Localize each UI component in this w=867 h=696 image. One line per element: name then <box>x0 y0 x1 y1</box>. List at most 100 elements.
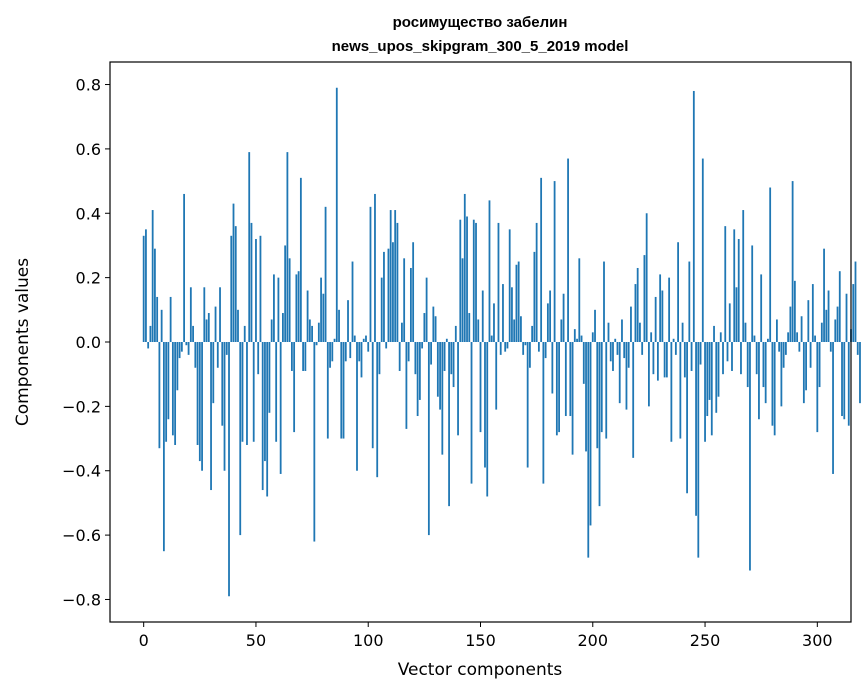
bar <box>632 342 635 458</box>
bar <box>252 342 255 442</box>
bar <box>809 342 812 368</box>
bar <box>641 342 644 355</box>
bar <box>392 242 394 342</box>
bar <box>299 177 302 342</box>
bar <box>421 342 424 349</box>
bar <box>787 332 790 342</box>
bar <box>477 319 480 342</box>
bar <box>151 210 154 342</box>
bar <box>302 342 305 371</box>
bar <box>221 342 224 426</box>
bar <box>820 322 823 342</box>
bar <box>596 342 599 449</box>
bar <box>246 342 248 445</box>
bar <box>448 342 450 507</box>
bar <box>802 342 805 404</box>
bar <box>744 322 747 342</box>
bar <box>165 342 168 442</box>
bar <box>614 338 617 342</box>
bar <box>257 342 260 375</box>
bar <box>594 309 596 342</box>
bar <box>542 342 545 484</box>
bar <box>322 293 325 342</box>
bar <box>692 90 695 342</box>
bar <box>663 342 666 378</box>
bar <box>695 342 697 516</box>
y-tick-label: −0.4 <box>62 462 101 481</box>
bar <box>825 309 828 342</box>
bar <box>504 342 507 352</box>
bar <box>237 309 239 342</box>
bar <box>201 342 203 471</box>
bar <box>407 342 410 362</box>
bar <box>338 309 340 342</box>
bar <box>369 206 372 342</box>
bar <box>308 319 311 342</box>
bar <box>481 290 484 342</box>
bar <box>358 342 361 362</box>
y-tick-label: 0.0 <box>76 333 101 352</box>
chart-title-line2: news_upos_skipgram_300_5_2019 model <box>332 38 629 55</box>
bar <box>288 258 291 342</box>
bar <box>461 258 464 342</box>
bar <box>854 261 857 342</box>
bar <box>398 342 401 371</box>
bar <box>497 222 500 342</box>
bar <box>524 342 527 346</box>
bar <box>472 219 475 342</box>
bar <box>376 342 379 478</box>
bar <box>746 342 749 388</box>
bar <box>816 342 819 433</box>
bar <box>571 342 574 455</box>
bar <box>762 342 765 388</box>
y-tick-label: −0.2 <box>62 397 101 416</box>
bar <box>171 342 174 436</box>
bar <box>544 342 547 359</box>
y-tick-label: 0.6 <box>76 140 101 159</box>
bar <box>677 242 679 342</box>
bar <box>722 342 724 375</box>
bar <box>282 313 284 342</box>
bar <box>829 342 832 352</box>
bar <box>214 306 217 342</box>
bar <box>600 342 603 433</box>
bar <box>683 342 686 378</box>
bar <box>520 316 522 342</box>
bar <box>625 342 628 410</box>
bar <box>784 342 787 355</box>
bar <box>791 181 794 342</box>
bar <box>362 338 365 342</box>
bar <box>169 296 172 342</box>
bar <box>466 216 468 342</box>
bar <box>551 342 554 394</box>
bar <box>780 342 783 407</box>
bar <box>796 332 799 342</box>
bar <box>531 325 534 342</box>
bar <box>439 342 441 410</box>
y-axis-ticks: 0.8 0.6 0.4 0.2 0.0 −0.2 −0.4 −0.6 −0.8 <box>62 76 110 609</box>
bar <box>378 342 381 375</box>
bar <box>769 187 772 342</box>
bar <box>627 342 630 368</box>
bar <box>248 152 251 342</box>
bar <box>690 342 693 371</box>
bar <box>697 342 700 558</box>
bar <box>405 342 408 429</box>
bar <box>255 239 257 342</box>
bar <box>621 319 623 342</box>
bar <box>380 277 383 342</box>
bar <box>434 316 437 342</box>
bar <box>737 239 740 342</box>
bar <box>365 335 367 342</box>
bar <box>416 342 419 417</box>
bar <box>189 287 192 342</box>
bar <box>371 342 374 449</box>
bar <box>800 316 803 342</box>
bar <box>688 261 691 342</box>
bars-group <box>142 87 861 597</box>
bar <box>389 210 392 342</box>
bar <box>297 271 300 342</box>
bar <box>207 313 210 342</box>
bar <box>374 193 376 342</box>
bar <box>616 342 619 355</box>
